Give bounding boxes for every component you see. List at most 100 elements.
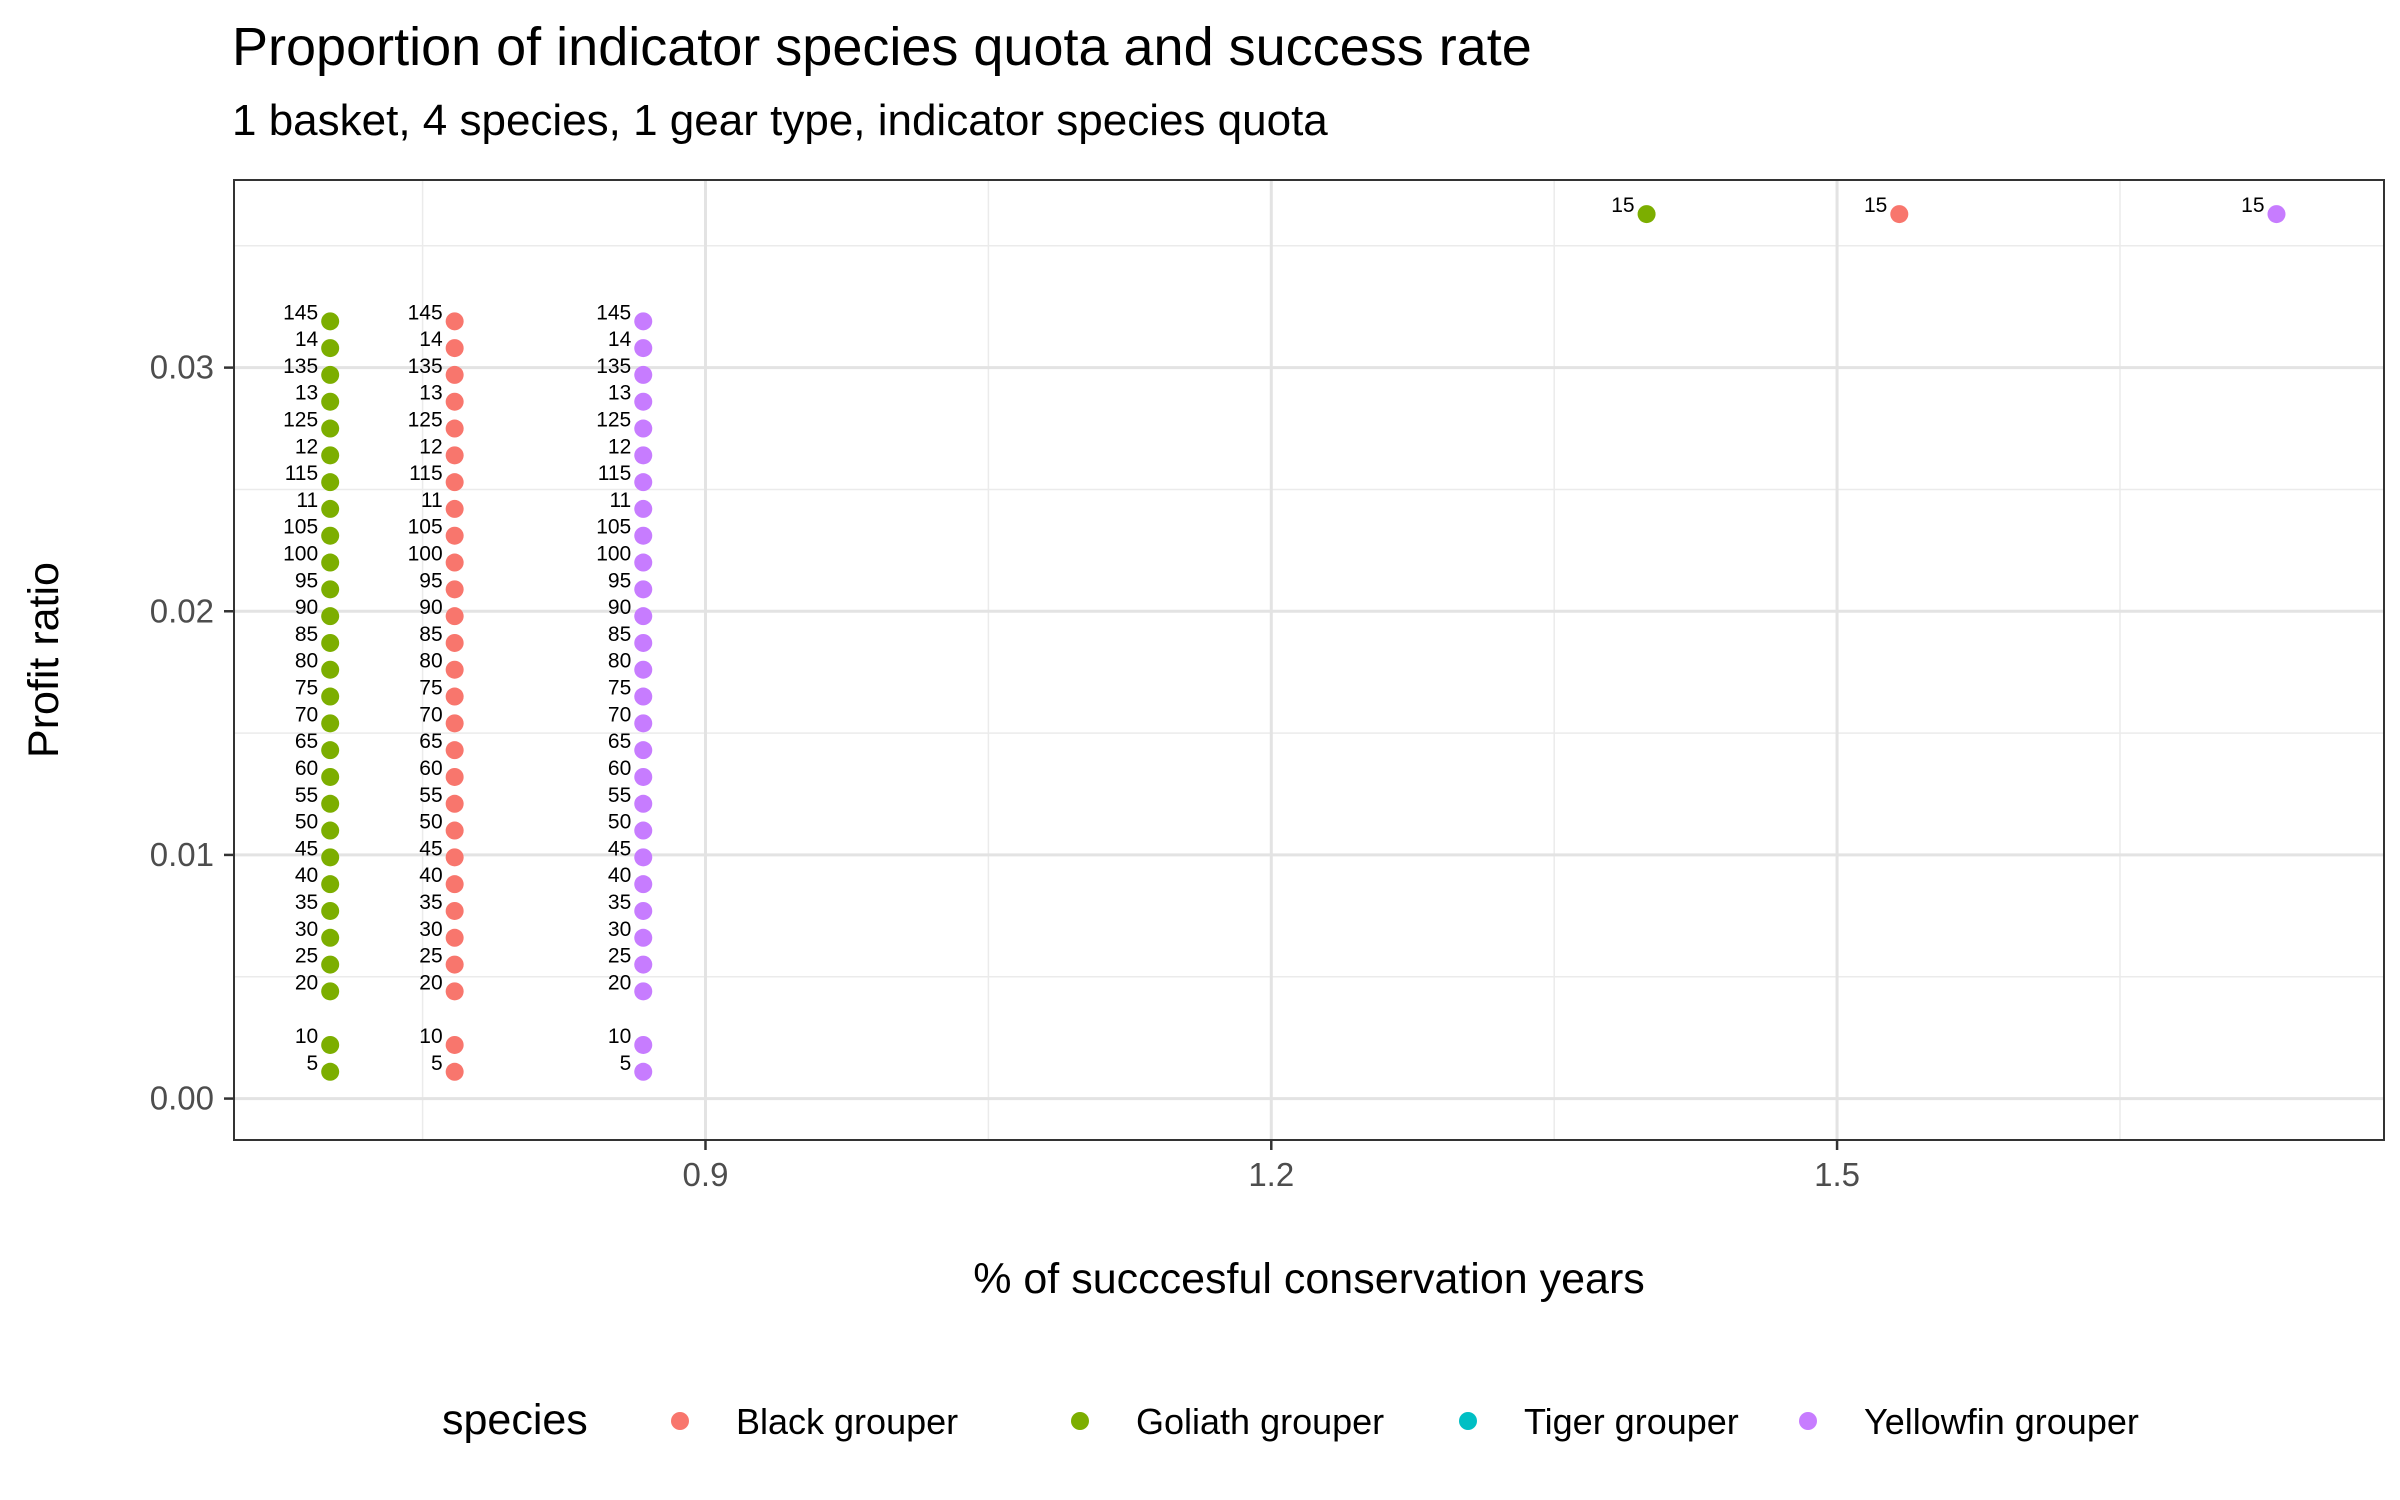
point-label: 12	[419, 435, 442, 458]
point-yellowfin-grouper	[634, 982, 653, 1001]
point-label: 30	[419, 918, 442, 941]
point-black-grouper	[445, 955, 464, 974]
point-label: 135	[283, 355, 318, 378]
point-black-grouper	[445, 633, 464, 652]
point-goliath-grouper	[321, 687, 340, 706]
point-label: 105	[408, 516, 443, 539]
point-label: 20	[295, 971, 318, 994]
point-goliath-grouper	[321, 875, 340, 894]
point-goliath-grouper	[321, 446, 340, 465]
point-yellowfin-grouper	[634, 365, 653, 384]
point-goliath-grouper	[321, 365, 340, 384]
point-label: 145	[596, 301, 631, 324]
point-label: 35	[608, 891, 631, 914]
legend-item-black-grouper: Black grouper	[671, 1401, 958, 1442]
point-goliath-grouper	[321, 767, 340, 786]
point-goliath-grouper	[321, 1062, 340, 1081]
point-labels-layer: 5102025303540455055606570758085909510010…	[283, 194, 2264, 1075]
point-label: 30	[608, 918, 631, 941]
panel-background	[234, 180, 2384, 1140]
point-goliath-grouper	[321, 473, 340, 492]
point-yellowfin-grouper	[634, 1035, 653, 1054]
point-black-grouper	[445, 1062, 464, 1081]
point-black-grouper	[445, 580, 464, 599]
point-label: 80	[295, 650, 318, 673]
legend-label: Goliath grouper	[1136, 1401, 1384, 1442]
point-label: 65	[295, 730, 318, 753]
point-label: 15	[1864, 194, 1887, 217]
point-yellowfin-grouper	[634, 794, 653, 813]
point-label: 20	[419, 971, 442, 994]
point-goliath-grouper	[1637, 205, 1656, 224]
point-label: 115	[598, 462, 631, 485]
point-label: 95	[608, 569, 631, 592]
point-black-grouper	[445, 553, 464, 572]
point-black-grouper	[445, 607, 464, 626]
point-label: 45	[295, 837, 318, 860]
point-label: 25	[419, 945, 442, 968]
y-axis: 0.00 0.01 0.02 0.03	[150, 349, 234, 1117]
point-yellowfin-grouper	[634, 687, 653, 706]
legend-item-yellowfin-grouper: Yellowfin grouper	[1799, 1401, 2139, 1442]
chart-subtitle: 1 basket, 4 species, 1 gear type, indica…	[232, 96, 1328, 145]
point-label: 15	[1611, 194, 1634, 217]
point-label: 135	[408, 355, 443, 378]
point-label: 40	[419, 864, 442, 887]
point-label: 60	[608, 757, 631, 780]
point-label: 50	[295, 811, 318, 834]
point-yellowfin-grouper	[634, 821, 653, 840]
point-label: 55	[608, 784, 631, 807]
point-label: 90	[608, 596, 631, 619]
point-label: 13	[419, 382, 442, 405]
legend-item-goliath-grouper: Goliath grouper	[1071, 1401, 1384, 1442]
point-goliath-grouper	[321, 714, 340, 733]
point-black-grouper	[445, 848, 464, 867]
point-label: 55	[295, 784, 318, 807]
point-label: 95	[419, 569, 442, 592]
point-yellowfin-grouper	[634, 553, 653, 572]
point-label: 11	[421, 489, 443, 512]
point-yellowfin-grouper	[634, 473, 653, 492]
point-label: 135	[596, 355, 631, 378]
x-tick-label: 0.9	[683, 1156, 729, 1193]
point-label: 55	[419, 784, 442, 807]
legend-title: species	[442, 1396, 588, 1444]
legend-key-tiger-grouper	[1459, 1412, 1477, 1430]
point-label: 60	[295, 757, 318, 780]
point-label: 25	[608, 945, 631, 968]
point-label: 13	[608, 382, 631, 405]
point-label: 145	[283, 301, 318, 324]
point-goliath-grouper	[321, 419, 340, 438]
point-black-grouper	[445, 365, 464, 384]
point-label: 145	[408, 301, 443, 324]
point-black-grouper	[445, 928, 464, 947]
point-label: 11	[296, 489, 318, 512]
point-black-grouper	[445, 499, 464, 518]
point-yellowfin-grouper	[634, 955, 653, 974]
point-label: 14	[608, 328, 632, 351]
point-goliath-grouper	[321, 901, 340, 920]
point-goliath-grouper	[321, 339, 340, 358]
point-label: 125	[596, 409, 631, 432]
point-black-grouper	[445, 875, 464, 894]
point-goliath-grouper	[321, 633, 340, 652]
panel-border	[233, 179, 2385, 1141]
y-tick-label: 0.01	[150, 836, 214, 873]
point-label: 14	[419, 328, 443, 351]
point-label: 70	[419, 703, 442, 726]
grid-major	[234, 180, 2384, 1140]
point-label: 35	[295, 891, 318, 914]
y-axis-title: Profit ratio	[20, 562, 68, 758]
point-black-grouper	[445, 741, 464, 760]
point-black-grouper	[445, 1035, 464, 1054]
point-goliath-grouper	[321, 312, 340, 331]
point-label: 50	[419, 811, 442, 834]
point-yellowfin-grouper	[634, 633, 653, 652]
point-yellowfin-grouper	[634, 392, 653, 411]
point-label: 14	[295, 328, 319, 351]
point-label: 80	[608, 650, 631, 673]
chart-title: Proportion of indicator species quota an…	[232, 17, 1532, 77]
point-label: 12	[295, 435, 318, 458]
